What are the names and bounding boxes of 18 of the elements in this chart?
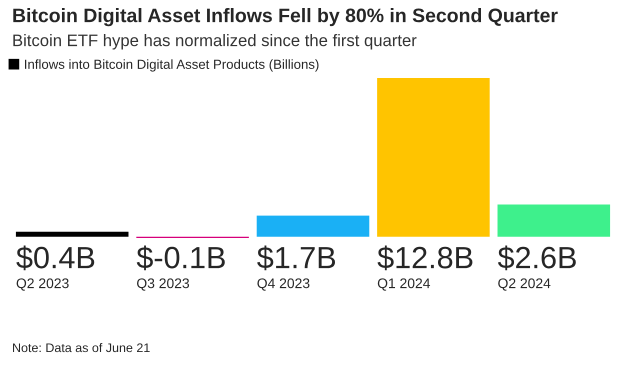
x-tick-label: Q3 2023: [137, 278, 190, 291]
bar: [256, 216, 370, 237]
chart-subtitle: Bitcoin ETF hype has normalized since the first quarter: [13, 34, 417, 50]
data-label: $1.7B: [257, 246, 336, 270]
bar: [498, 204, 610, 237]
data-label: $12.8B: [378, 246, 472, 270]
bar: [16, 232, 128, 237]
data-label: $2.6B: [498, 246, 576, 270]
bar: [377, 78, 490, 237]
x-tick-label: Q2 2023: [16, 278, 69, 291]
text: Note: Data as of June 21: [13, 343, 150, 352]
x-tick-label: Q1 2024: [378, 278, 430, 291]
legend-label: Inflows into Bitcoin Digital Asset Products (Billions): [25, 59, 319, 72]
x-tick-label: Q2 2024: [498, 278, 550, 291]
chart-title: Bitcoin Digital Asset Inflows Fell by 80% in Second Quarter: [13, 8, 558, 26]
data-label: $-0.1B: [136, 246, 225, 270]
data-label: $0.4B: [16, 246, 94, 270]
x-tick-label: Q4 2023: [257, 278, 310, 291]
